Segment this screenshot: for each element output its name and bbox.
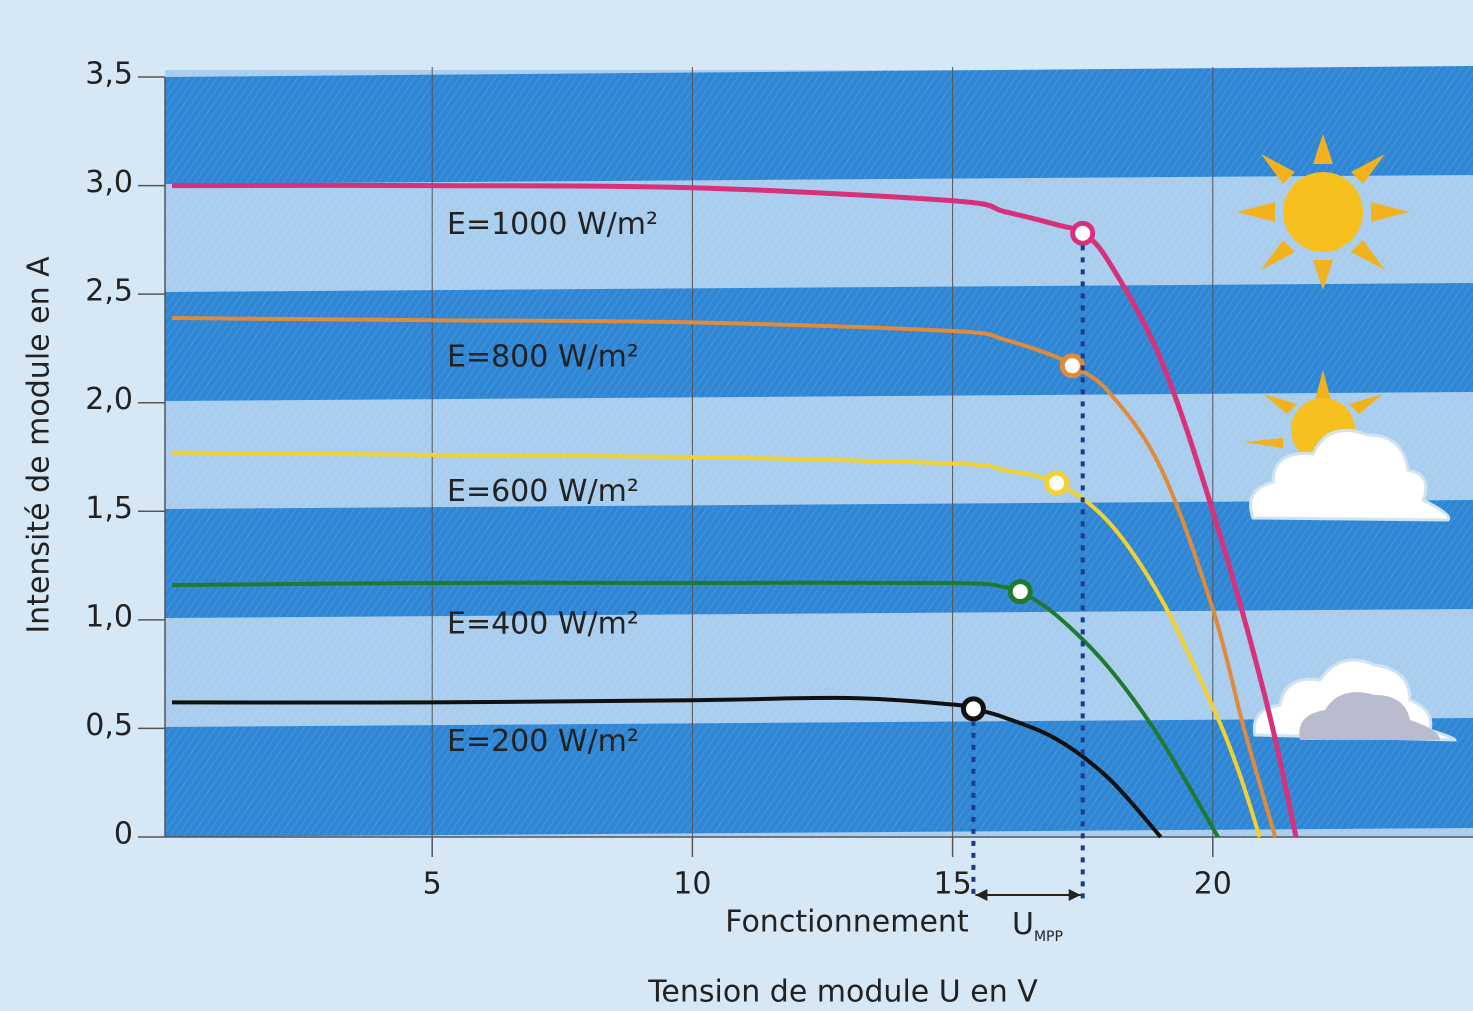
operating-label: Fonctionnement xyxy=(725,905,969,940)
mpp-marker xyxy=(963,699,983,719)
y-tick-label: 0 xyxy=(114,817,133,852)
curve-label: E=400 W/m² xyxy=(447,607,639,642)
umpp-main: U xyxy=(1012,907,1034,942)
y-tick-label: 2,0 xyxy=(85,382,133,417)
y-axis-label: Intensité de module en A xyxy=(22,256,57,634)
x-axis-label: Tension de module U en V xyxy=(647,975,1038,1010)
y-tick-label: 3,5 xyxy=(85,57,133,92)
x-tick-label: 20 xyxy=(1194,867,1232,902)
y-tick-label: 2,5 xyxy=(85,274,133,309)
x-tick-label: 10 xyxy=(673,867,711,902)
y-tick-label: 1,5 xyxy=(85,491,133,526)
y-tick-label: 1,0 xyxy=(85,599,133,634)
curve-label: E=800 W/m² xyxy=(447,340,639,375)
umpp-sub: MPP xyxy=(1034,929,1063,945)
chart: Intensité de module en A Tension de modu… xyxy=(0,0,1473,1011)
mpp-marker xyxy=(1010,582,1030,602)
curve-label: E=600 W/m² xyxy=(447,474,639,509)
mpp-marker xyxy=(1047,473,1067,493)
y-tick-label: 0,5 xyxy=(85,708,133,743)
curve-label: E=200 W/m² xyxy=(447,724,639,759)
x-tick-label: 5 xyxy=(423,867,442,902)
mpp-marker xyxy=(1062,356,1082,376)
y-tick-label: 3,0 xyxy=(85,165,133,200)
x-tick-label: 15 xyxy=(934,867,972,902)
mpp-marker xyxy=(1073,223,1093,243)
curve-label: E=1000 W/m² xyxy=(447,207,658,242)
